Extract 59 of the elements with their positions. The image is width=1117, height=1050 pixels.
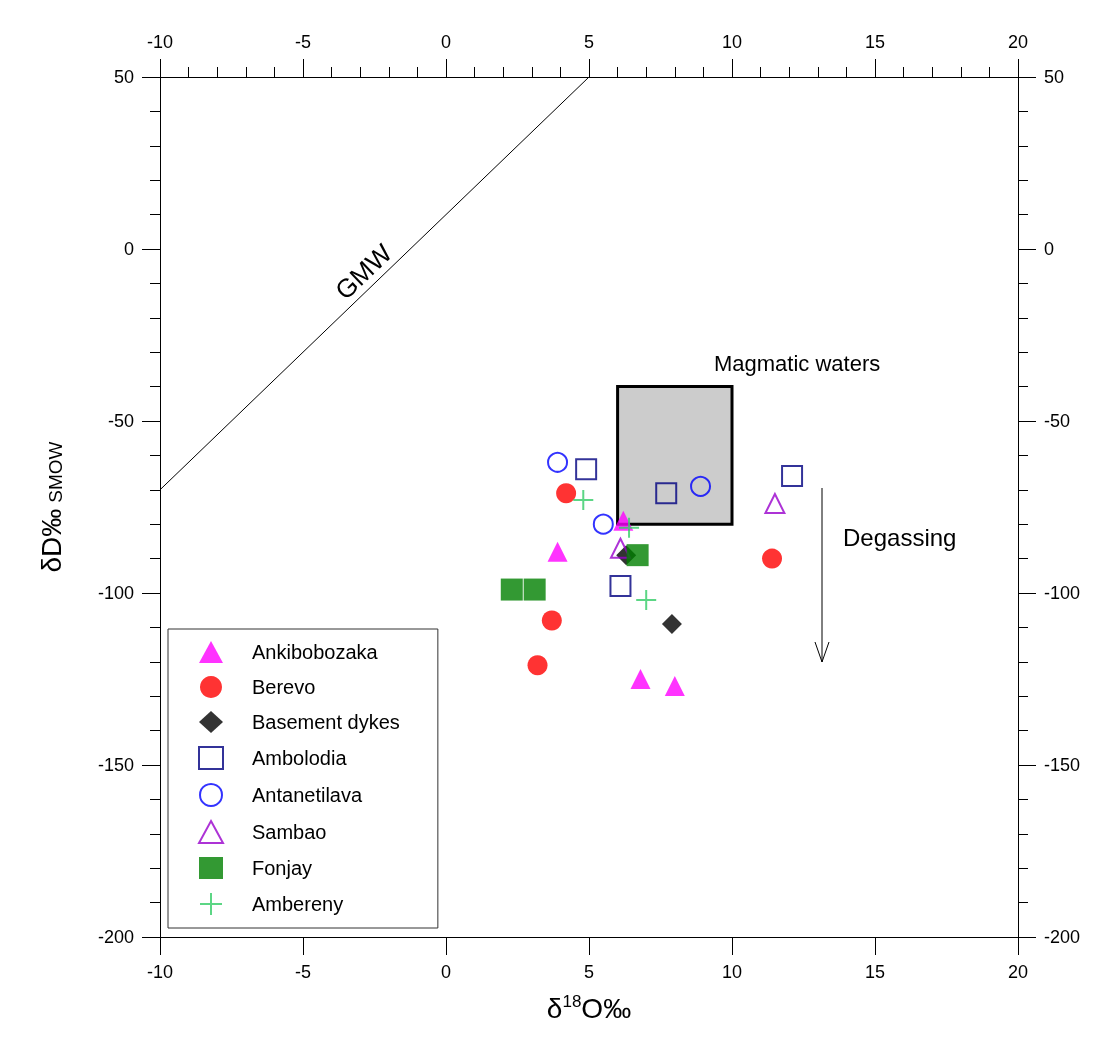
y-tick-label: -200 — [97, 927, 134, 947]
point — [664, 675, 685, 696]
x2-tick-label: -10 — [146, 32, 174, 52]
legend-label: Fonjay — [252, 857, 313, 879]
x-tick-label: -10 — [146, 962, 174, 982]
x-tick-label: 0 — [440, 962, 452, 982]
x-tick-label: 20 — [1007, 962, 1029, 982]
point — [547, 451, 569, 473]
legend-label: Ambolodia — [252, 747, 348, 769]
y-tick-label: 0 — [123, 239, 134, 259]
point — [781, 465, 804, 488]
y2-tick-label: -100 — [1044, 583, 1081, 603]
point — [618, 516, 641, 539]
legend-label: Antanetilava — [252, 784, 363, 806]
legend-label: Basement dykes — [252, 711, 400, 733]
point — [690, 475, 712, 497]
point — [523, 578, 546, 601]
point — [500, 578, 523, 601]
legend-label: Berevo — [252, 676, 316, 698]
point — [592, 513, 614, 535]
point — [541, 610, 562, 631]
point — [655, 482, 678, 505]
series-label: Magmatic waters — [714, 351, 881, 377]
point — [626, 544, 649, 567]
x-tick-label: 10 — [721, 962, 743, 982]
point — [762, 548, 783, 569]
point — [556, 483, 577, 504]
y-axis-title: δD‰SMOW — [35, 441, 67, 573]
point — [630, 669, 651, 689]
point — [764, 493, 786, 515]
y-tick-label: 50 — [113, 67, 134, 87]
x-tick-label: 15 — [864, 962, 886, 982]
point — [575, 458, 598, 481]
legend-label: Sambao — [252, 821, 327, 843]
point — [527, 655, 548, 676]
x-tick-label: -5 — [294, 962, 312, 982]
x2-tick-label: 10 — [721, 32, 743, 52]
point — [635, 588, 658, 611]
legend-label: Ambereny — [252, 893, 344, 915]
y-tick-label: -150 — [97, 755, 134, 775]
y-tick-label: -50 — [107, 411, 134, 431]
y2-tick-label: -200 — [1044, 927, 1081, 947]
x2-tick-label: -5 — [294, 32, 312, 52]
y2-tick-label: 50 — [1044, 67, 1065, 87]
point — [572, 489, 595, 512]
legend-label: Ankibobozaka — [252, 641, 379, 663]
x2-tick-label: 20 — [1007, 32, 1029, 52]
point — [661, 613, 682, 634]
point — [547, 541, 568, 562]
point — [609, 575, 632, 598]
x2-tick-label: 0 — [440, 32, 452, 52]
x2-tick-label: 5 — [583, 32, 595, 52]
annotation: Degassing — [843, 523, 957, 551]
x-tick-label: 5 — [583, 962, 595, 982]
y2-tick-label: -150 — [1044, 755, 1081, 775]
y-tick-label: -100 — [97, 583, 134, 603]
y2-tick-label: 0 — [1044, 239, 1055, 259]
y2-tick-label: -50 — [1044, 411, 1071, 431]
x2-tick-label: 15 — [864, 32, 886, 52]
